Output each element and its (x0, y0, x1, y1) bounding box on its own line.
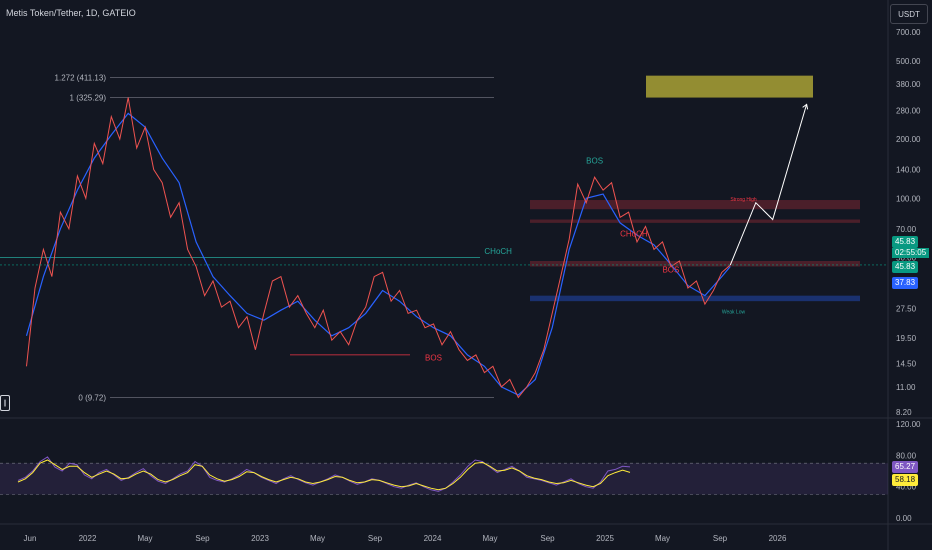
pattern-icon[interactable]: ∥ (0, 395, 10, 411)
price-tick-label: 70.00 (896, 225, 917, 234)
price-tick-label: 200.00 (896, 135, 921, 144)
price-tick-label: 700.00 (896, 28, 921, 37)
target-zone (646, 75, 813, 98)
rsi-ma-line (17, 459, 631, 491)
time-tick-label: 2024 (424, 534, 442, 543)
rsi-ma-value-tag: 58.18 (892, 474, 919, 486)
time-tick-label: 2022 (79, 534, 97, 543)
time-tick-label: May (137, 534, 152, 543)
price-tick-label: 500.00 (896, 57, 921, 66)
price-tick-label: 280.00 (896, 106, 921, 115)
structure-label: CHoCH (484, 247, 512, 256)
structure-label: BOS (586, 157, 603, 166)
chart-title: Metis Token/Tether, 1D, GATEIO (6, 8, 136, 18)
support-price-tag: 37.83 (892, 277, 919, 289)
structure-label: Weak Low (722, 309, 746, 315)
ema-price-tag: 45.83 (892, 261, 919, 273)
time-tick-label: Jun (24, 534, 37, 543)
supply-demand-zone (530, 295, 860, 302)
price-tick-label: 19.50 (896, 334, 917, 343)
supply-demand-zone (530, 261, 860, 267)
projection-path (729, 104, 808, 266)
price-tick-label: 27.50 (896, 305, 917, 314)
time-tick-label: 2025 (596, 534, 614, 543)
time-tick-label: May (482, 534, 497, 543)
structure-label: BOS (425, 353, 442, 362)
structure-label: Strong High (730, 197, 757, 203)
price-tick-label: 100.00 (896, 194, 921, 203)
price-tick-label: 50.00 (896, 254, 917, 263)
last-price-tag: 45.83 (892, 236, 919, 248)
rsi-value-tag: 65.27 (892, 461, 919, 473)
structure-label: CHoCH (620, 229, 648, 238)
fib-level-label: 0 (9.72) (78, 393, 106, 402)
time-tick-label: Sep (713, 534, 728, 543)
rsi-tick-label: 40.00 (896, 483, 917, 492)
price-tick-label: 140.00 (896, 166, 921, 175)
rsi-tick-label: 0.00 (896, 514, 912, 523)
fib-level-label: 1 (325.29) (70, 93, 107, 102)
rsi-tick-label: 120.00 (896, 420, 921, 429)
bar-countdown: 02:55:05 (892, 248, 930, 258)
price-tick-label: 380.00 (896, 80, 921, 89)
time-tick-label: Sep (540, 534, 555, 543)
price-tick-label: 14.50 (896, 359, 917, 368)
fib-level-label: 1.272 (411.13) (55, 73, 107, 82)
price-tick-label: 8.20 (896, 408, 912, 417)
time-tick-label: May (310, 534, 325, 543)
supply-demand-zone (530, 219, 860, 223)
projection-arrowhead (802, 103, 809, 110)
rsi-band (0, 463, 888, 495)
time-tick-label: 2023 (251, 534, 269, 543)
time-tick-label: May (655, 534, 670, 543)
time-tick-label: Sep (195, 534, 210, 543)
structure-label: BOS (662, 265, 679, 274)
currency-button[interactable]: USDT (890, 4, 928, 24)
time-tick-label: 2026 (769, 534, 787, 543)
price-tick-label: 11.00 (896, 383, 916, 392)
rsi-tick-label: 80.00 (896, 451, 917, 460)
time-tick-label: Sep (368, 534, 383, 543)
price-line (26, 97, 731, 399)
supply-demand-zone (530, 200, 860, 210)
ema-line (25, 112, 731, 396)
